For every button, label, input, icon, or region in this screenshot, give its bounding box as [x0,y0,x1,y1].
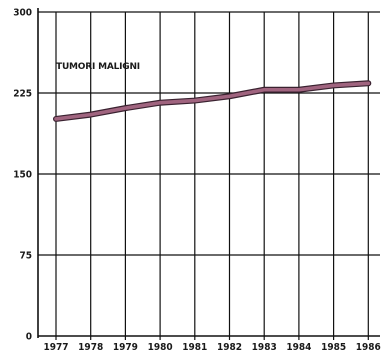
series-point [124,106,127,110]
x-tick-label: 1978 [78,342,103,353]
y-tick-label: 225 [13,89,32,100]
series-point [89,113,92,116]
x-tick-label: 1977 [43,342,68,353]
series-point [297,88,301,91]
series-label: TUMORI MALIGNI [56,62,140,72]
y-tick-label: 0 [26,332,32,343]
series-point [158,101,162,104]
series-point [193,99,196,102]
x-tick-label: 1985 [321,342,346,353]
y-tick-label: 150 [13,170,32,181]
x-tick-label: 1981 [182,342,207,353]
y-tick-label: 300 [13,8,32,19]
grid-layer [38,11,380,340]
x-tick-label: 1983 [252,342,277,353]
x-tick-label: 1986 [356,342,381,353]
series-point [54,117,58,121]
series-point [367,82,370,85]
x-tick-label: 1984 [286,342,311,353]
x-tick-label: 1979 [113,342,138,353]
x-tick-label: 1980 [148,342,173,353]
series-line [54,81,371,121]
series-point [228,95,231,98]
y-tick-label: 75 [19,251,32,262]
axis-layer [37,8,380,338]
series-point [263,88,266,91]
label-layer: 0 75 150 225 300 1977 1978 1979 1980 1981 1982 1983… [13,8,381,354]
series-layer [53,80,372,122]
series-point [332,84,335,87]
x-tick-label: 1982 [217,342,242,353]
